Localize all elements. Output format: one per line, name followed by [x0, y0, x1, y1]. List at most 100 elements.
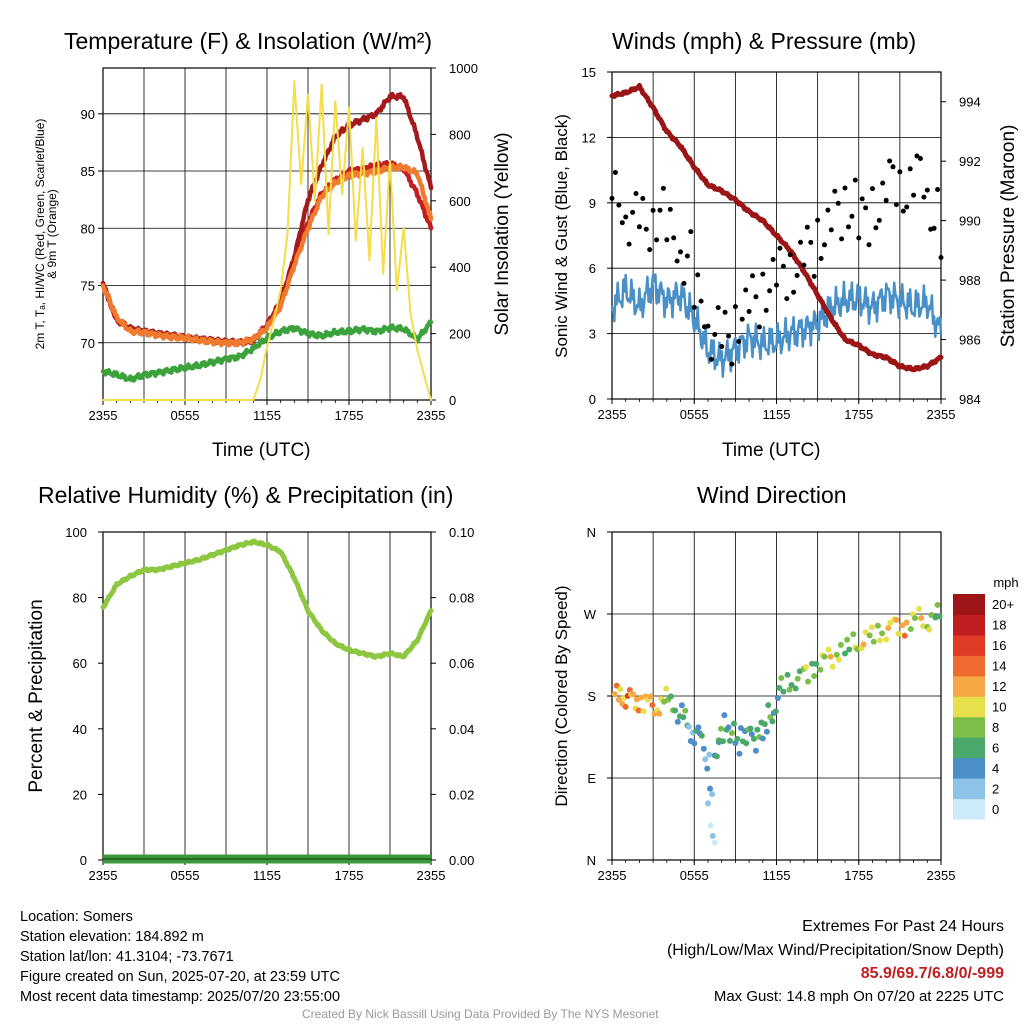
colorbar-title: mph: [993, 575, 1018, 590]
rh-y2tick-label: 0.06: [449, 656, 474, 671]
wdir-point: [635, 707, 642, 714]
wdir-point: [786, 686, 793, 693]
temp-y2tick-label: 600: [449, 194, 471, 209]
wdir-point: [887, 619, 894, 626]
wdir-point: [784, 671, 791, 678]
wind-gust-point: [873, 225, 879, 231]
wdir-point: [640, 708, 647, 715]
wind-gust-point: [859, 196, 865, 202]
colorbar-swatch: [953, 594, 985, 615]
wind-gust-point: [643, 226, 649, 232]
wdir-point: [682, 707, 689, 714]
wind-gust-point: [698, 298, 704, 304]
wind-xtick-label: 1155: [763, 407, 791, 422]
rh-xtick-label: 1155: [253, 868, 281, 883]
wind-gust-point: [612, 170, 618, 175]
wdir-point: [772, 708, 779, 715]
wind-gust-point: [732, 304, 738, 310]
wdir-point: [879, 630, 886, 637]
station-latlon: Station lat/lon: 41.3104; -73.7671: [20, 949, 234, 965]
wdir-point: [748, 731, 755, 738]
wdir-point: [720, 738, 726, 745]
wind-gust-point: [619, 220, 625, 226]
temp-xtick-label: 0555: [171, 408, 200, 423]
rh-y2tick-label: 0.04: [449, 722, 474, 737]
wind-gust-point: [911, 192, 917, 198]
temp-ylabel-right: Solar Insolation (Yellow): [492, 132, 513, 335]
wind-gust-point: [801, 262, 807, 268]
wdir-point: [736, 750, 743, 757]
colorbar-swatch: [953, 614, 985, 636]
wdir-point: [821, 653, 828, 660]
temp-ytick-label: 80: [81, 221, 95, 236]
wind-ytick-label: 9: [589, 196, 596, 211]
wdir-point: [846, 646, 853, 653]
wdir-point: [647, 693, 654, 700]
wind-gust-point: [924, 187, 930, 193]
wdir-point: [860, 641, 867, 648]
wdir-point: [918, 615, 925, 621]
rh-y2tick-label: 0.00: [449, 853, 474, 868]
wind-gust-point: [695, 272, 701, 278]
wind-gust-point: [897, 169, 903, 175]
wdir-point: [702, 756, 709, 763]
wind-ylabel-right: Station Pressure (Maroon): [998, 125, 1019, 348]
colorbar-swatch: [953, 737, 985, 759]
wind-gust-point: [753, 294, 759, 300]
colorbar-label: 6: [992, 740, 999, 755]
wind-gust-point: [784, 296, 790, 302]
wdir-point: [685, 723, 692, 730]
wdir-point: [630, 691, 637, 698]
wdir-point: [763, 728, 770, 735]
wind-gust-point: [832, 188, 838, 194]
wind-gust-point: [678, 249, 683, 255]
wdir-point: [883, 636, 890, 643]
rh-xtick-label: 2355: [89, 868, 118, 883]
temp-series-line: [100, 162, 434, 348]
wind-gust-point: [750, 273, 755, 279]
wind-y2tick-label: 986: [959, 333, 981, 348]
wdir-point: [750, 735, 757, 742]
wind-gust-point: [636, 224, 642, 230]
temp-series-line: [100, 319, 434, 383]
wdir-point: [734, 735, 741, 742]
wdir-point: [656, 710, 663, 717]
wind-direction-panel: 2355 0555 1155 1755 2355NESWN024681012141618…: [552, 525, 1019, 883]
temp-series-line: [102, 80, 432, 401]
rh-humidity-line: [100, 538, 434, 660]
wind-gust-point: [907, 166, 913, 172]
wind-gust-point: [746, 309, 752, 314]
colorbar-label: 18: [992, 618, 1006, 633]
wind-gust-point: [856, 235, 862, 241]
wind-gust-point: [674, 258, 680, 264]
wdir-point: [713, 753, 720, 760]
wdir-point: [835, 656, 842, 663]
wdir-point: [706, 751, 713, 758]
wind-ytick-label: 12: [582, 130, 596, 145]
wdir-point: [893, 617, 900, 623]
wind-ytick-label: 3: [589, 327, 596, 342]
extremes-title: Extremes For Past 24 Hours: [802, 918, 1004, 935]
wind-y2tick-label: 988: [959, 273, 981, 288]
wdir-xtick-label: 0555: [680, 868, 709, 883]
wdir-point: [680, 714, 687, 721]
temp-ytick-label: 70: [81, 336, 95, 351]
wdir-point: [833, 651, 840, 658]
temperature-panel-title: Temperature (F) & Insolation (W/m²): [64, 28, 433, 54]
wdir-ylabel-left: Direction (Colored By Speed): [552, 585, 571, 806]
wind-y2tick-label: 990: [959, 214, 981, 229]
colorbar-swatch: [953, 634, 985, 656]
colorbar-swatch: [953, 716, 985, 738]
wdir-point: [707, 785, 713, 792]
humidity-panel-title: Relative Humidity (%) & Precipitation (i…: [38, 482, 454, 508]
wind-gust-point: [863, 205, 869, 211]
wdir-ytick-label: S: [587, 689, 596, 704]
wdir-point: [743, 740, 750, 747]
wind-gust-point: [876, 217, 882, 223]
wdir-ytick-label: W: [584, 607, 597, 622]
wdir-point: [827, 653, 834, 660]
wind-gust-point: [794, 273, 800, 278]
wind-gust-point: [849, 213, 855, 219]
wind-gust-point: [825, 207, 831, 213]
wdir-point: [731, 720, 737, 727]
